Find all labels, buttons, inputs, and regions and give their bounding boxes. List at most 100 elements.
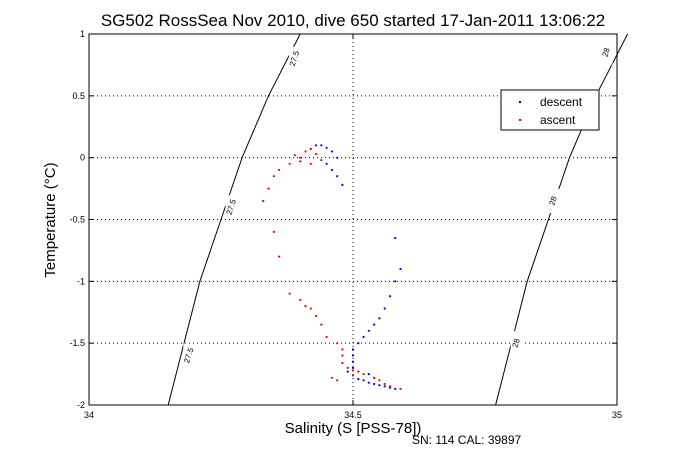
data-point-ascent — [341, 361, 344, 365]
y-tick-label: -0.5 — [69, 215, 85, 225]
data-point-descent — [357, 377, 360, 381]
data-point-ascent — [304, 150, 307, 153]
contour-label-mask — [288, 46, 301, 71]
data-point-ascent — [288, 162, 291, 165]
y-tick-label: -2 — [77, 400, 85, 410]
data-point-descent — [330, 150, 333, 153]
y-tick-label: -1 — [77, 276, 85, 286]
data-point-ascent — [341, 354, 344, 357]
data-point-ascent — [336, 379, 339, 382]
legend-item-ascent: ascent — [518, 113, 576, 127]
data-point-descent — [336, 156, 339, 159]
data-point-ascent — [299, 160, 302, 163]
data-point-descent — [325, 162, 328, 165]
data-point-ascent — [309, 307, 312, 310]
data-point-ascent — [357, 370, 360, 373]
density-contour-line — [167, 33, 301, 406]
contour-label-mask — [183, 343, 196, 368]
data-point-descent — [320, 144, 323, 147]
x-tick-label: 34 — [84, 410, 94, 420]
data-point-ascent — [373, 376, 376, 379]
data-point-ascent — [383, 382, 386, 386]
data-point-ascent — [330, 376, 333, 379]
data-point-descent — [330, 168, 333, 172]
data-point-ascent — [272, 230, 275, 233]
legend-label-ascent: ascent — [540, 113, 576, 127]
data-point-descent — [367, 373, 370, 376]
data-point-descent — [346, 370, 349, 373]
data-point-descent — [351, 354, 355, 357]
data-point-ascent — [309, 162, 312, 165]
data-point-ascent — [378, 379, 381, 382]
data-point-descent — [388, 295, 392, 298]
data-point-descent — [373, 323, 376, 326]
y-tick-label: 0 — [80, 153, 85, 163]
data-point-descent — [362, 379, 365, 382]
data-point-ascent — [309, 147, 312, 151]
data-point-descent — [336, 175, 339, 178]
data-point-descent — [367, 329, 370, 332]
x-axis-label: Salinity (S [PSS-78]) — [285, 420, 422, 437]
data-point-descent — [394, 280, 397, 283]
data-point-ascent — [325, 335, 328, 339]
data-point-ascent — [336, 342, 339, 345]
x-tick-label: 35 — [612, 410, 622, 420]
chart-title: SG502 RossSea Nov 2010, dive 650 started… — [101, 11, 605, 30]
y-tick-label: -1.5 — [69, 338, 85, 348]
data-point-ascent — [304, 305, 307, 308]
data-point-descent — [357, 342, 360, 345]
data-point-descent — [394, 387, 397, 390]
data-point-descent — [383, 307, 386, 310]
data-point-ascent — [320, 323, 323, 326]
data-point-ascent — [362, 373, 365, 376]
data-point-ascent — [272, 175, 275, 178]
data-point-descent — [399, 267, 402, 271]
legend-marker-ascent — [518, 118, 522, 122]
data-point-ascent — [341, 348, 344, 351]
data-point-descent — [394, 236, 397, 240]
data-point-descent — [351, 360, 355, 363]
data-point-descent — [383, 385, 386, 388]
data-point-descent — [362, 335, 365, 339]
x-axis: 34 34.5 35 — [84, 34, 622, 420]
data-point-descent — [314, 144, 318, 147]
data-point-descent — [351, 366, 355, 369]
data-point-ascent — [351, 374, 355, 377]
data-point-ascent — [288, 292, 291, 295]
data-point-ascent — [278, 255, 281, 258]
legend: descent ascent — [500, 89, 600, 131]
y-tick-label: 1 — [80, 29, 85, 39]
data-point-descent — [351, 348, 355, 351]
data-point-ascent — [278, 168, 281, 172]
y-axis-label: Temperature (°C) — [42, 162, 59, 277]
y-tick-label: 0.5 — [72, 91, 85, 101]
contour-label-mask — [547, 188, 560, 213]
legend-marker-descent — [518, 100, 522, 104]
contour-label: 28 — [600, 46, 611, 58]
data-point-descent — [378, 384, 381, 387]
contour-label-mask — [225, 195, 238, 220]
data-points — [262, 144, 402, 390]
x-tick-label: 34.5 — [344, 410, 362, 420]
serial-calibration-note: SN: 114 CAL: 39897 — [412, 433, 522, 447]
data-point-descent — [341, 183, 344, 186]
data-point-descent — [325, 146, 328, 149]
data-point-ascent — [388, 385, 392, 388]
y-axis: -2 -1.5 -1 -0.5 0 0.5 1 — [69, 29, 617, 410]
legend-box — [500, 89, 600, 131]
data-point-descent — [373, 382, 376, 386]
data-point-ascent — [267, 187, 270, 190]
legend-item-descent: descent — [518, 95, 583, 109]
data-point-ascent — [399, 387, 402, 390]
data-point-ascent — [320, 159, 323, 162]
data-point-ascent — [346, 366, 349, 369]
data-point-ascent — [314, 314, 318, 318]
data-point-ascent — [293, 154, 296, 157]
contour-label-mask — [510, 331, 523, 356]
data-point-ascent — [299, 298, 302, 301]
data-point-ascent — [351, 369, 355, 372]
data-point-ascent — [314, 152, 318, 156]
data-point-descent — [367, 381, 370, 384]
contour-label: 28 — [548, 195, 559, 207]
